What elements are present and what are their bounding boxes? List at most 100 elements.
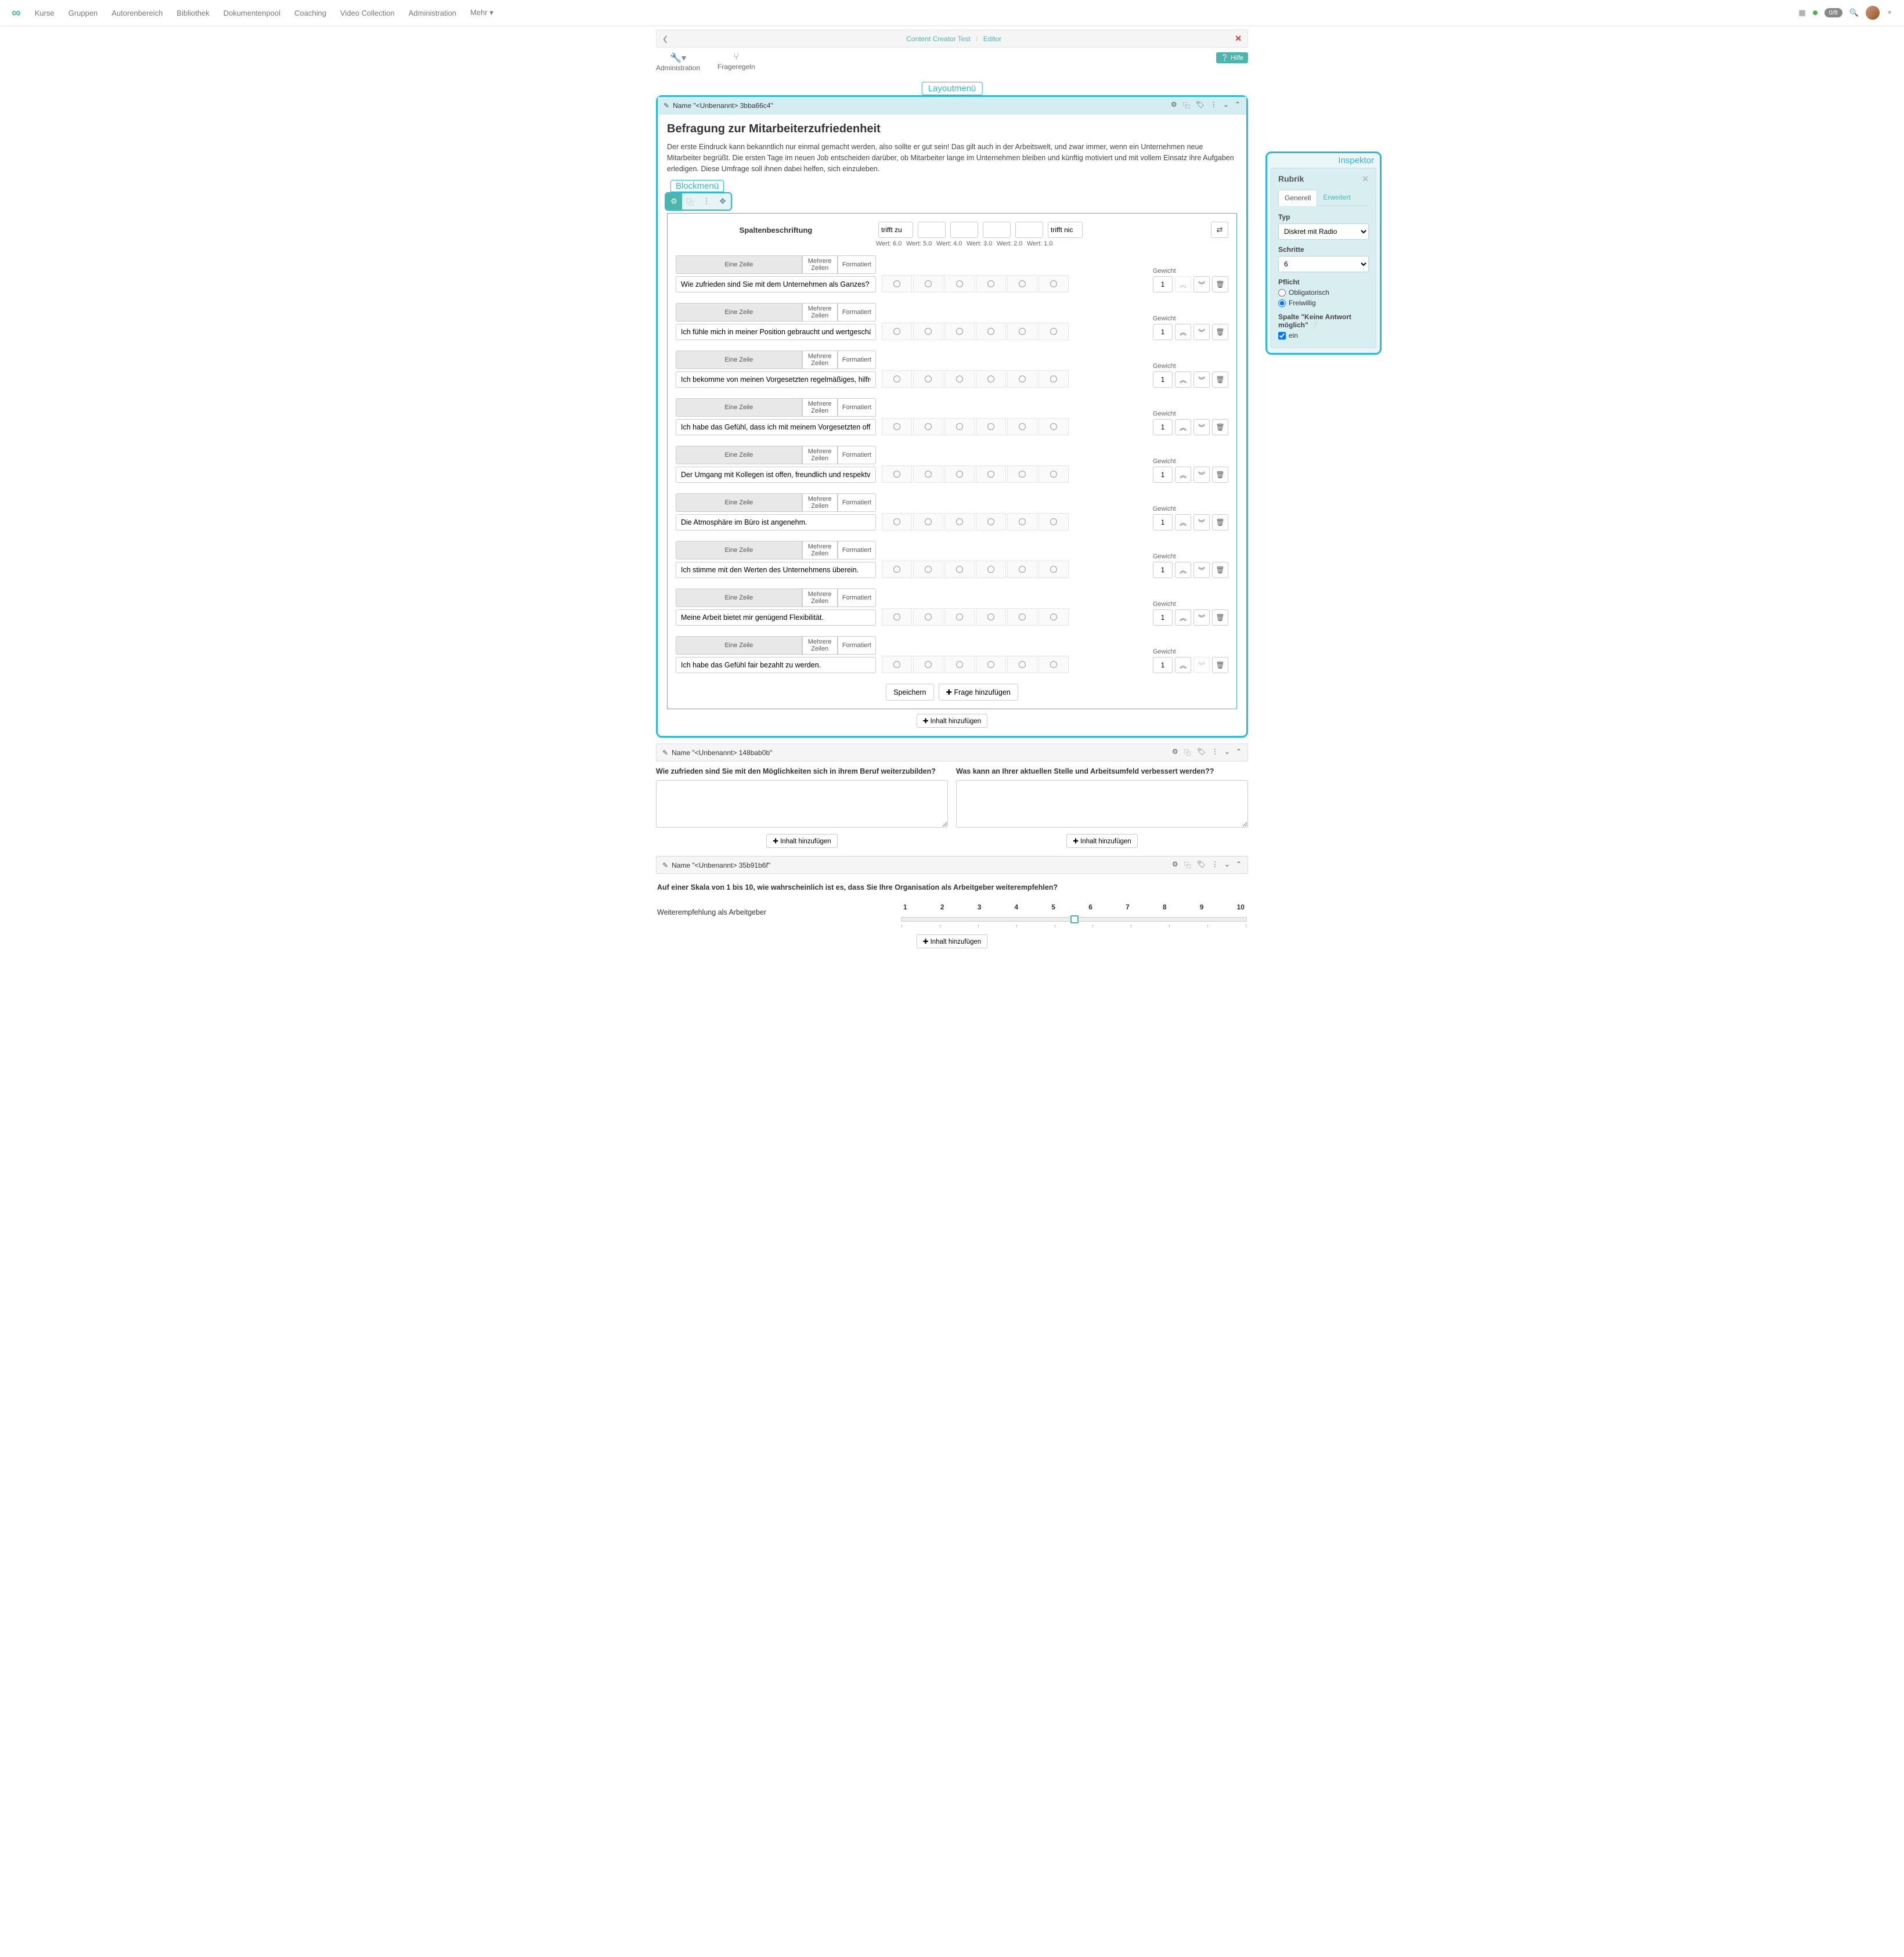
radio-cell[interactable]	[913, 323, 943, 340]
radio-cell[interactable]	[882, 513, 912, 530]
add-content-button-3[interactable]: ✚ Inhalt hinzufügen	[917, 934, 987, 948]
delete-button[interactable]: 🗑	[1212, 514, 1228, 530]
radio-cell[interactable]	[944, 418, 975, 435]
radio-cell[interactable]	[913, 513, 943, 530]
rowtype-format[interactable]: Formatiert	[838, 255, 876, 274]
delete-button[interactable]: 🗑	[1212, 276, 1228, 293]
weight-input[interactable]	[1153, 419, 1173, 435]
rowtype-format[interactable]: Formatiert	[838, 636, 876, 655]
question-input[interactable]	[676, 276, 876, 293]
radio-cell[interactable]	[976, 561, 1006, 578]
tab-generell[interactable]: Generell	[1278, 190, 1317, 206]
section-name-2[interactable]: Name "<Unbenannt> 148bab0b"	[672, 749, 772, 757]
delete-button[interactable]: 🗑	[1212, 657, 1228, 673]
delete-button[interactable]: 🗑	[1212, 371, 1228, 388]
radio-cell[interactable]	[976, 513, 1006, 530]
radio-cell[interactable]	[882, 323, 912, 340]
radio-cell[interactable]	[913, 418, 943, 435]
add-content-button-1[interactable]: ✚ Inhalt hinzufügen	[917, 714, 987, 728]
move-up-button[interactable]: ︽	[1175, 419, 1191, 435]
radio-cell[interactable]	[913, 275, 943, 293]
gear-icon[interactable]: ⚙	[1172, 860, 1178, 870]
move-down-button[interactable]: ︾	[1193, 609, 1210, 626]
toolbar-rules[interactable]: ⑂ Frageregeln	[717, 52, 755, 71]
radio-cell[interactable]	[882, 418, 912, 435]
radio-cell[interactable]	[913, 465, 943, 483]
weight-input[interactable]	[1153, 371, 1173, 388]
rowtype-multi[interactable]: Mehrere Zeilen	[802, 303, 838, 322]
copy-icon[interactable]: ⿻	[1183, 100, 1190, 110]
rowtype-multi[interactable]: Mehrere Zeilen	[802, 398, 838, 417]
section-name-1[interactable]: Name "<Unbenannt> 3bba66c4"	[673, 102, 773, 110]
radio-cell[interactable]	[1007, 323, 1037, 340]
nav-mehr[interactable]: Mehr ▾	[464, 5, 499, 21]
rowtype-single[interactable]: Eine Zeile	[676, 588, 802, 607]
nav-admin[interactable]: Administration	[403, 5, 462, 21]
nav-bibliothek[interactable]: Bibliothek	[171, 5, 215, 21]
duty-freiwillig[interactable]: Freiwillig	[1278, 299, 1369, 307]
rowtype-multi[interactable]: Mehrere Zeilen	[802, 636, 838, 655]
question-input[interactable]	[676, 609, 876, 626]
rowtype-format[interactable]: Formatiert	[838, 446, 876, 464]
radio-cell[interactable]	[944, 608, 975, 626]
rowtype-single[interactable]: Eine Zeile	[676, 303, 802, 322]
nav-gruppen[interactable]: Gruppen	[63, 5, 104, 21]
add-question-button[interactable]: ✚ Frage hinzufügen	[939, 684, 1018, 701]
rowtype-single[interactable]: Eine Zeile	[676, 636, 802, 655]
radio-cell[interactable]	[944, 561, 975, 578]
col-input-1[interactable]	[878, 222, 913, 238]
col-input-2[interactable]	[918, 222, 946, 238]
weight-input[interactable]	[1153, 514, 1173, 530]
add-content-button-2a[interactable]: ✚ Inhalt hinzufügen	[766, 834, 837, 848]
rowtype-format[interactable]: Formatiert	[838, 351, 876, 369]
avatar[interactable]	[1866, 6, 1880, 20]
move-down-button[interactable]: ︾	[1193, 371, 1210, 388]
rowtype-single[interactable]: Eine Zeile	[676, 398, 802, 417]
radio-cell[interactable]	[944, 275, 975, 293]
chevron-down-icon[interactable]: ⌄	[1224, 860, 1230, 870]
freetext-area-1[interactable]	[656, 780, 948, 828]
move-up-button[interactable]: ︽	[1175, 562, 1191, 578]
radio-cell[interactable]	[882, 370, 912, 388]
rowtype-format[interactable]: Formatiert	[838, 303, 876, 322]
nav-video[interactable]: Video Collection	[334, 5, 401, 21]
radio-cell[interactable]	[976, 418, 1006, 435]
block-menu-copy[interactable]: ⿻	[682, 193, 698, 210]
move-down-button[interactable]: ︾	[1193, 276, 1210, 293]
col-input-3[interactable]	[950, 222, 978, 238]
steps-select[interactable]: 6	[1278, 256, 1369, 272]
block-menu-move[interactable]: ✥	[715, 193, 731, 210]
search-icon[interactable]: 🔍	[1849, 8, 1859, 17]
count-badge[interactable]: 0/8	[1824, 8, 1842, 17]
more-icon[interactable]: ⋮	[1211, 748, 1218, 757]
tag-icon[interactable]: 🏷	[1197, 860, 1206, 870]
calendar-icon[interactable]: ▦	[1798, 8, 1805, 17]
help-button[interactable]: ❔ Hilfe	[1216, 52, 1248, 63]
more-icon[interactable]: ⋮	[1210, 100, 1217, 110]
nav-kurse[interactable]: Kurse	[29, 5, 60, 21]
rowtype-format[interactable]: Formatiert	[838, 588, 876, 607]
radio-cell[interactable]	[1007, 465, 1037, 483]
radio-cell[interactable]	[1038, 513, 1069, 530]
radio-cell[interactable]	[1038, 370, 1069, 388]
radio-cell[interactable]	[1007, 608, 1037, 626]
move-up-button[interactable]: ︽	[1175, 514, 1191, 530]
move-down-button[interactable]: ︾	[1193, 514, 1210, 530]
move-up-button[interactable]: ︽	[1175, 276, 1191, 293]
rowtype-multi[interactable]: Mehrere Zeilen	[802, 255, 838, 274]
radio-cell[interactable]	[1007, 656, 1037, 673]
section-name-3[interactable]: Name "<Unbenannt> 35b91b6f"	[672, 861, 770, 869]
rowtype-multi[interactable]: Mehrere Zeilen	[802, 541, 838, 559]
inspector-close-icon[interactable]: ✕	[1362, 174, 1369, 184]
col-input-6[interactable]	[1048, 222, 1083, 238]
col-input-5[interactable]	[1015, 222, 1043, 238]
radio-cell[interactable]	[976, 275, 1006, 293]
question-input[interactable]	[676, 657, 876, 673]
slider-thumb[interactable]	[1070, 915, 1079, 923]
move-up-button[interactable]: ︽	[1175, 657, 1191, 673]
radio-cell[interactable]	[882, 656, 912, 673]
rowtype-multi[interactable]: Mehrere Zeilen	[802, 588, 838, 607]
copy-icon[interactable]: ⿻	[1184, 860, 1191, 870]
rowtype-single[interactable]: Eine Zeile	[676, 541, 802, 559]
question-input[interactable]	[676, 467, 876, 483]
